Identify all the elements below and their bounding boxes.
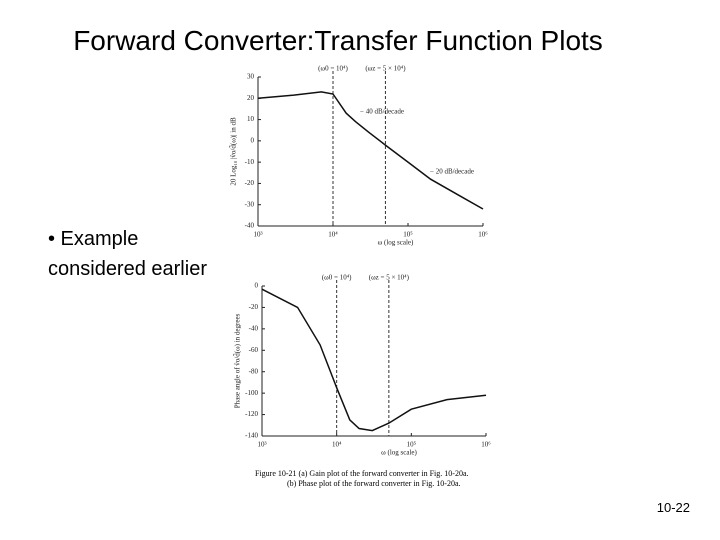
- y-axis-label: Phase angle of v̂o/d̂(ω) in degrees: [234, 313, 242, 408]
- y-tick-label: -40: [249, 324, 259, 332]
- marker-label: (ωz = 5 × 10⁴): [369, 274, 410, 282]
- bullet: considered earlier: [48, 258, 207, 280]
- x-tick-label: 10⁴: [328, 231, 338, 239]
- x-tick-label: 10³: [257, 441, 266, 449]
- y-tick-label: -140: [245, 432, 258, 440]
- marker-label: (ω0 = 10⁴): [318, 65, 348, 73]
- bullet: • Example: [48, 228, 138, 250]
- y-tick-label: -60: [249, 346, 259, 354]
- caption: Figure 10-21 (a) Gain plot of the forwar…: [255, 469, 469, 478]
- y-tick-label: -120: [245, 410, 258, 418]
- marker-label: (ωz = 5 × 10⁴): [365, 65, 406, 73]
- y-tick-label: -100: [245, 389, 258, 397]
- x-tick-label: 10⁶: [478, 231, 488, 239]
- y-tick-label: -20: [249, 303, 259, 311]
- line-series: [261, 288, 487, 432]
- x-tick-label: 10⁵: [407, 441, 417, 449]
- marker-label: (ω0 = 10⁴): [322, 274, 352, 282]
- x-axis-label: ω (log scale): [378, 239, 414, 247]
- y-tick-label: -30: [245, 200, 255, 208]
- x-tick-label: 10⁴: [332, 441, 342, 449]
- y-tick-label: -40: [245, 222, 255, 230]
- page-number: 10-22: [657, 500, 690, 515]
- x-tick-label: 10⁵: [403, 231, 413, 239]
- y-tick-label: -20: [245, 179, 255, 187]
- y-tick-label: 0: [251, 136, 255, 144]
- annotation: − 20 dB/decade: [430, 168, 474, 176]
- slide-title: Forward Converter:Transfer Function Plot…: [73, 25, 603, 56]
- caption: (b) Phase plot of the forward converter …: [287, 479, 461, 488]
- y-axis-label: 20 Log₁₀ |v̂o/d̂(ω)| in dB: [230, 117, 238, 186]
- x-tick-label: 10³: [253, 231, 262, 239]
- y-tick-label: -10: [245, 158, 255, 166]
- y-tick-label: 20: [247, 94, 255, 102]
- y-tick-label: -80: [249, 367, 259, 375]
- annotation: − 40 dB/decade: [360, 108, 404, 116]
- y-tick-label: 10: [247, 115, 255, 123]
- x-tick-label: 10⁶: [481, 441, 491, 449]
- x-axis-label: ω (log scale): [381, 449, 417, 457]
- line-series: [257, 91, 484, 210]
- y-tick-label: 30: [247, 73, 255, 81]
- y-tick-label: 0: [255, 282, 259, 290]
